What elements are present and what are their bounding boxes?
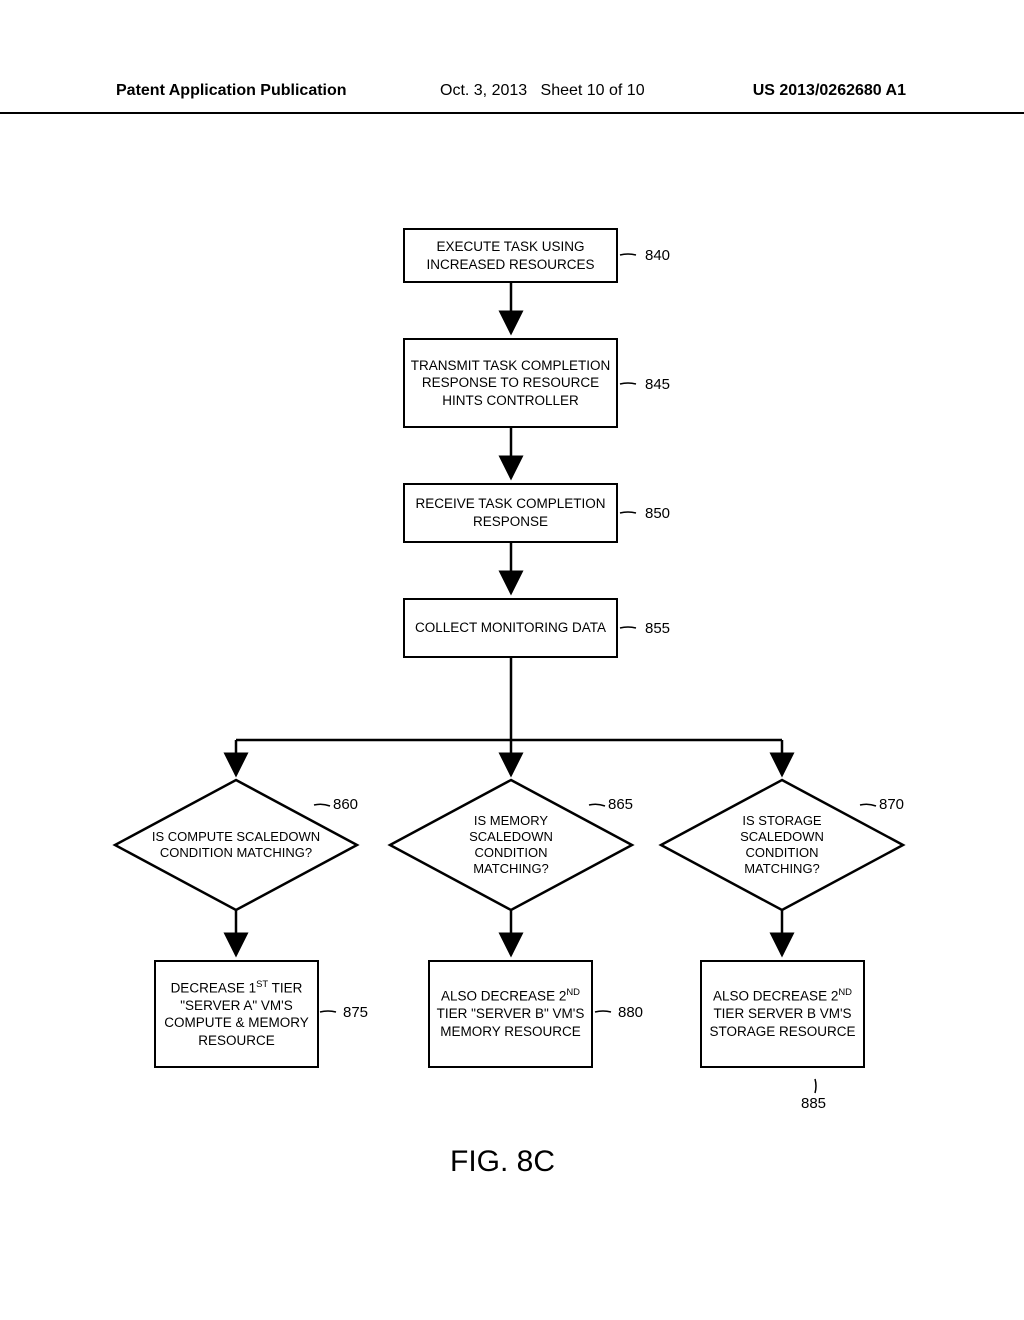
box-receive-completion: RECEIVE TASK COMPLETION RESPONSE <box>403 483 618 543</box>
box-decrease-tier2-storage: ALSO DECREASE 2ND TIER SERVER B VM'S STO… <box>700 960 865 1068</box>
label-855: 855 <box>645 620 670 637</box>
box-collect-monitoring: COLLECT MONITORING DATA <box>403 598 618 658</box>
box-execute-task: EXECUTE TASK USING INCREASED RESOURCES <box>403 228 618 283</box>
label-860: 860 <box>333 796 358 813</box>
box-transmit-completion: TRANSMIT TASK COMPLETION RESPONSE TO RES… <box>403 338 618 428</box>
label-870: 870 <box>879 796 904 813</box>
label-865: 865 <box>608 796 633 813</box>
box-decrease-tier1: DECREASE 1ST TIER "SERVER A" VM'S COMPUT… <box>154 960 319 1068</box>
label-885: 885 <box>801 1095 826 1112</box>
figure-title: FIG. 8C <box>450 1145 555 1179</box>
page: Patent Application Publication Oct. 3, 2… <box>0 0 1024 1320</box>
label-840: 840 <box>645 247 670 264</box>
label-875: 875 <box>343 1004 368 1021</box>
box-decrease-tier2-memory: ALSO DECREASE 2ND TIER "SERVER B" VM'S M… <box>428 960 593 1068</box>
diamond-storage-scaledown: IS STORAGE SCALEDOWN CONDITION MATCHING? <box>707 805 857 885</box>
diamond-compute-scaledown: IS COMPUTE SCALEDOWN CONDITION MATCHING? <box>141 805 331 885</box>
diamond-memory-scaledown: IS MEMORY SCALEDOWN CONDITION MATCHING? <box>436 805 586 885</box>
label-845: 845 <box>645 376 670 393</box>
label-850: 850 <box>645 505 670 522</box>
label-880: 880 <box>618 1004 643 1021</box>
flow-connectors <box>0 0 1024 1320</box>
